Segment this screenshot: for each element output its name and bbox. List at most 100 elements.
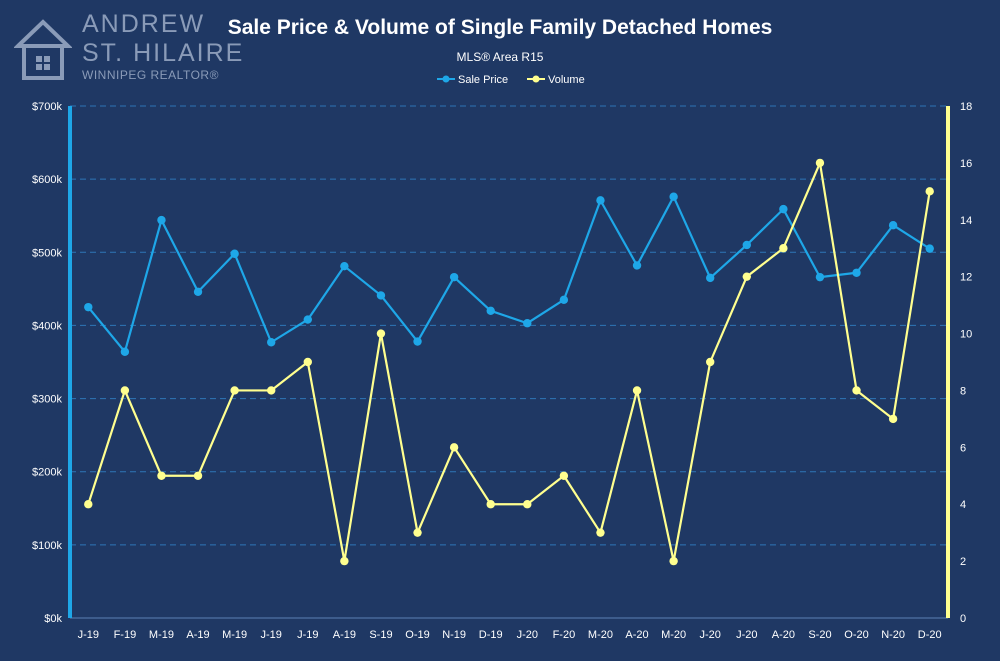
y-right-tick-label: 6 [960,442,966,454]
volume-point [559,471,569,480]
x-tick-label: O-19 [405,629,429,641]
y-right-tick-label: 0 [960,613,966,625]
volume-point [413,528,422,537]
volume-point [779,244,788,253]
y-right-tick-label: 10 [960,329,972,341]
x-tick-label: N-20 [881,629,905,641]
sale-price-point [742,240,751,250]
volume-point [742,272,751,281]
x-tick-label: J-20 [700,629,721,641]
y-left-tick-label: $300k [32,394,62,406]
sale-price-point [852,268,861,277]
volume-point [157,471,166,480]
volume-point [267,386,276,395]
volume-point [486,500,495,509]
y-right-tick-label: 12 [960,272,972,284]
realtor-logo: ANDREW ST. HILAIRE WINNIPEG REALTOR® [14,8,242,86]
sale-price-point [230,249,239,258]
volume-point [449,443,459,452]
sale-price-point [925,244,934,253]
y-right-tick-label: 14 [960,215,972,227]
legend-label-volume: Volume [548,74,585,86]
x-tick-label: J-20 [736,629,757,641]
y-left-tick-label: $400k [32,320,62,332]
y-right-tick-label: 2 [960,556,966,568]
legend-marker-sale-price [442,75,450,83]
y-left-tick-label: $500k [32,247,62,259]
x-tick-label: J-19 [78,629,99,641]
legend-label-sale-price: Sale Price [458,74,508,86]
volume-point [596,528,605,537]
series-line-sale-price [87,195,931,353]
sale-price-point [376,291,386,300]
y-left-tick-label: $200k [32,467,62,479]
legend-marker-volume [532,75,540,83]
x-tick-label: S-19 [369,629,392,641]
x-tick-label: A-20 [772,629,795,641]
y-right-tick-label: 8 [960,385,966,397]
volume-point [815,158,825,168]
y-right-tick-label: 16 [960,158,972,170]
sale-price-point [523,319,532,328]
y-left-tick-label: $100k [32,540,62,552]
x-tick-label: M-20 [661,629,686,641]
volume-point [120,386,130,395]
x-tick-label: M-19 [222,629,247,641]
volume-point [706,357,715,367]
x-tick-label: A-19 [186,629,209,641]
volume-point [852,386,861,395]
sale-price-point [486,306,495,315]
x-tick-label: D-19 [479,629,503,641]
logo-tagline: WINNIPEG REALTOR® [82,68,219,82]
x-tick-label: O-20 [844,629,868,641]
volume-point [888,414,898,424]
x-tick-label: J-20 [517,629,538,641]
sale-price-point [449,272,459,282]
logo-name-line2: ST. HILAIRE [82,39,245,67]
x-tick-label: D-20 [918,629,942,641]
volume-point [193,471,203,480]
sale-price-point [157,215,166,225]
sale-price-point [84,302,93,312]
sale-price-point [413,337,422,346]
x-tick-label: F-19 [114,629,137,641]
x-tick-label: A-19 [333,629,356,641]
chart-title: Sale Price & Volume of Single Family Det… [227,16,773,39]
y-left-tick-label: $600k [32,174,62,186]
sale-price-point [267,338,276,347]
volume-point [84,500,93,509]
volume-point [230,386,239,395]
sale-price-point [632,261,642,270]
volume-point [376,329,386,338]
volume-point [669,556,678,566]
y-left-tick-label: $0k [44,613,62,625]
y-right-tick-label: 18 [960,101,972,113]
sale-price-point [120,347,130,356]
logo-name-line1: ANDREW [82,10,206,38]
sale-price-point [559,295,569,305]
x-tick-label: M-19 [149,629,174,641]
x-tick-label: J-19 [261,629,282,641]
sale-price-point [669,192,678,201]
sale-price-point [340,261,349,271]
sale-price-point [596,196,605,205]
x-tick-label: F-20 [553,629,576,641]
volume-point [523,500,532,509]
volume-point [632,386,642,395]
sale-price-point [888,221,898,230]
x-tick-label: M-20 [588,629,613,641]
series-line-volume [87,161,931,563]
volume-point [340,556,349,566]
house-icon [14,19,72,80]
x-tick-label: J-19 [297,629,318,641]
x-tick-label: S-20 [808,629,831,641]
sale-price-point [303,315,312,324]
sale-price-point [815,272,825,282]
chart-subtitle: MLS® Area R15 [456,50,544,64]
y-right-tick-label: 4 [960,499,966,511]
sale-price-point [779,204,788,214]
volume-point [303,357,312,367]
y-left-tick-label: $700k [32,101,62,113]
sale-price-point [706,273,715,283]
